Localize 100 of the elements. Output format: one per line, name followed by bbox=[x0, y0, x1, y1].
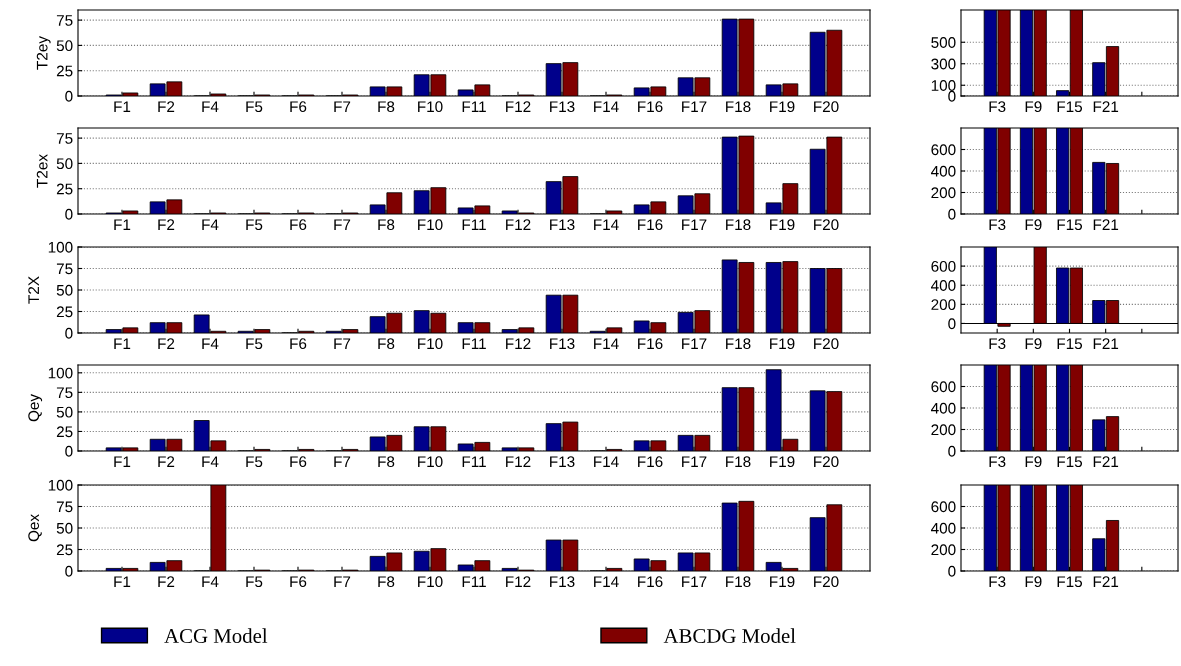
y-tick-label: 600 bbox=[931, 501, 956, 513]
x-tick-label: F12 bbox=[506, 338, 531, 349]
x-tick-label: F20 bbox=[814, 101, 839, 113]
y-tick-label: 400 bbox=[931, 522, 956, 534]
x-tick-label: F13 bbox=[550, 338, 575, 350]
y-tick-label: 25 bbox=[56, 306, 73, 318]
y-tick-label: 100 bbox=[48, 367, 73, 379]
x-tick-label: F16 bbox=[638, 338, 663, 350]
x-tick-label: F1 bbox=[114, 576, 131, 587]
y-tick-label: 25 bbox=[56, 183, 73, 195]
x-tick-label: F19 bbox=[770, 338, 795, 350]
y-tick-label: 0 bbox=[948, 565, 956, 577]
x-tick-label: F3 bbox=[989, 338, 1006, 350]
y-tick-label: 50 bbox=[56, 158, 73, 170]
x-tick-label: F7 bbox=[334, 219, 351, 230]
y-tick-label: 75 bbox=[56, 387, 73, 399]
y-tick-label: 0 bbox=[948, 445, 956, 457]
x-tick-label: F20 bbox=[814, 219, 839, 231]
x-tick-label: F1 bbox=[114, 338, 131, 349]
y-tick-label: 0 bbox=[65, 565, 73, 577]
y-tick-label: 0 bbox=[948, 90, 956, 102]
y-tick-label: 600 bbox=[931, 260, 956, 272]
x-tick-label: F8 bbox=[378, 219, 395, 231]
y-tick-label: 50 bbox=[56, 522, 73, 534]
y-tick-label: 200 bbox=[931, 544, 956, 556]
x-tick-label: F6 bbox=[290, 219, 307, 231]
y-tick-label: 500 bbox=[931, 37, 956, 48]
y-axis-title: T2X bbox=[28, 276, 39, 304]
x-tick-label: F21 bbox=[1093, 101, 1119, 112]
x-tick-label: F11 bbox=[462, 101, 486, 112]
x-tick-label: F6 bbox=[290, 576, 307, 588]
x-tick-label: F13 bbox=[550, 101, 575, 113]
y-tick-label: 75 bbox=[56, 15, 73, 26]
x-tick-label: F11 bbox=[462, 219, 486, 230]
x-tick-label: F15 bbox=[1057, 456, 1083, 468]
x-tick-label: F13 bbox=[550, 456, 575, 468]
x-tick-label: F18 bbox=[726, 101, 751, 113]
y-tick-label: 0 bbox=[65, 445, 73, 457]
x-tick-label: F3 bbox=[989, 456, 1006, 468]
x-tick-label: F16 bbox=[638, 456, 663, 468]
x-tick-label: F16 bbox=[638, 219, 663, 231]
x-tick-label: F12 bbox=[506, 576, 531, 587]
y-tick-label: 400 bbox=[931, 165, 956, 177]
y-tick-label: 0 bbox=[65, 208, 73, 220]
y-tick-label: 25 bbox=[56, 65, 73, 77]
x-tick-label: F6 bbox=[290, 101, 307, 113]
x-tick-label: F4 bbox=[202, 576, 219, 587]
y-tick-label: 75 bbox=[56, 501, 73, 513]
x-tick-label: F9 bbox=[1025, 576, 1042, 588]
y-tick-label: 400 bbox=[931, 280, 956, 291]
y-axis-title: T2ex bbox=[36, 154, 48, 188]
y-tick-label: 0 bbox=[948, 208, 956, 220]
x-tick-label: F1 bbox=[114, 101, 131, 112]
x-tick-label: F3 bbox=[989, 576, 1006, 588]
x-tick-label: F9 bbox=[1025, 101, 1042, 113]
y-tick-label: 50 bbox=[56, 406, 73, 418]
x-tick-label: F5 bbox=[246, 456, 263, 468]
x-tick-label: F14 bbox=[594, 101, 619, 112]
x-tick-label: F10 bbox=[418, 219, 443, 231]
x-tick-label: F17 bbox=[682, 456, 707, 467]
x-tick-label: F11 bbox=[462, 576, 486, 587]
x-tick-label: F7 bbox=[334, 456, 351, 467]
x-tick-label: F2 bbox=[158, 576, 175, 587]
x-tick-label: F10 bbox=[418, 576, 443, 588]
y-tick-label: 75 bbox=[56, 263, 73, 275]
y-tick-label: 300 bbox=[931, 58, 956, 70]
x-tick-label: F7 bbox=[334, 101, 351, 112]
x-tick-label: F20 bbox=[814, 338, 839, 350]
x-tick-label: F9 bbox=[1025, 219, 1042, 231]
x-tick-label: F20 bbox=[814, 456, 839, 468]
x-tick-label: F10 bbox=[418, 338, 443, 350]
x-tick-label: F21 bbox=[1093, 338, 1119, 349]
x-tick-label: F19 bbox=[770, 101, 795, 113]
x-tick-label: F19 bbox=[770, 576, 795, 588]
x-tick-label: F12 bbox=[506, 219, 531, 230]
y-tick-label: 200 bbox=[931, 187, 956, 199]
x-tick-label: F14 bbox=[594, 219, 619, 230]
x-tick-label: F8 bbox=[378, 576, 395, 588]
x-tick-label: F14 bbox=[594, 456, 619, 467]
x-tick-label: F10 bbox=[418, 101, 443, 113]
x-tick-label: F19 bbox=[770, 219, 795, 231]
x-tick-label: F15 bbox=[1057, 219, 1083, 231]
x-tick-label: F13 bbox=[550, 219, 575, 231]
x-tick-label: F7 bbox=[334, 338, 351, 349]
x-tick-label: F5 bbox=[246, 219, 263, 231]
x-tick-label: F4 bbox=[202, 219, 219, 230]
x-tick-label: F13 bbox=[550, 576, 575, 588]
x-tick-label: F5 bbox=[246, 576, 263, 588]
x-tick-label: F17 bbox=[682, 576, 707, 587]
x-tick-label: F18 bbox=[726, 219, 751, 231]
x-tick-label: F5 bbox=[246, 101, 263, 113]
x-tick-label: F21 bbox=[1093, 219, 1119, 230]
y-tick-label: 100 bbox=[48, 241, 73, 253]
x-tick-label: F1 bbox=[114, 456, 131, 467]
x-tick-label: F16 bbox=[638, 576, 663, 588]
y-tick-label: 200 bbox=[931, 299, 956, 311]
y-tick-label: 400 bbox=[931, 402, 956, 414]
x-tick-label: F4 bbox=[202, 456, 219, 467]
x-tick-label: F3 bbox=[989, 101, 1006, 113]
legend-label: ABCDG Model bbox=[663, 628, 796, 644]
